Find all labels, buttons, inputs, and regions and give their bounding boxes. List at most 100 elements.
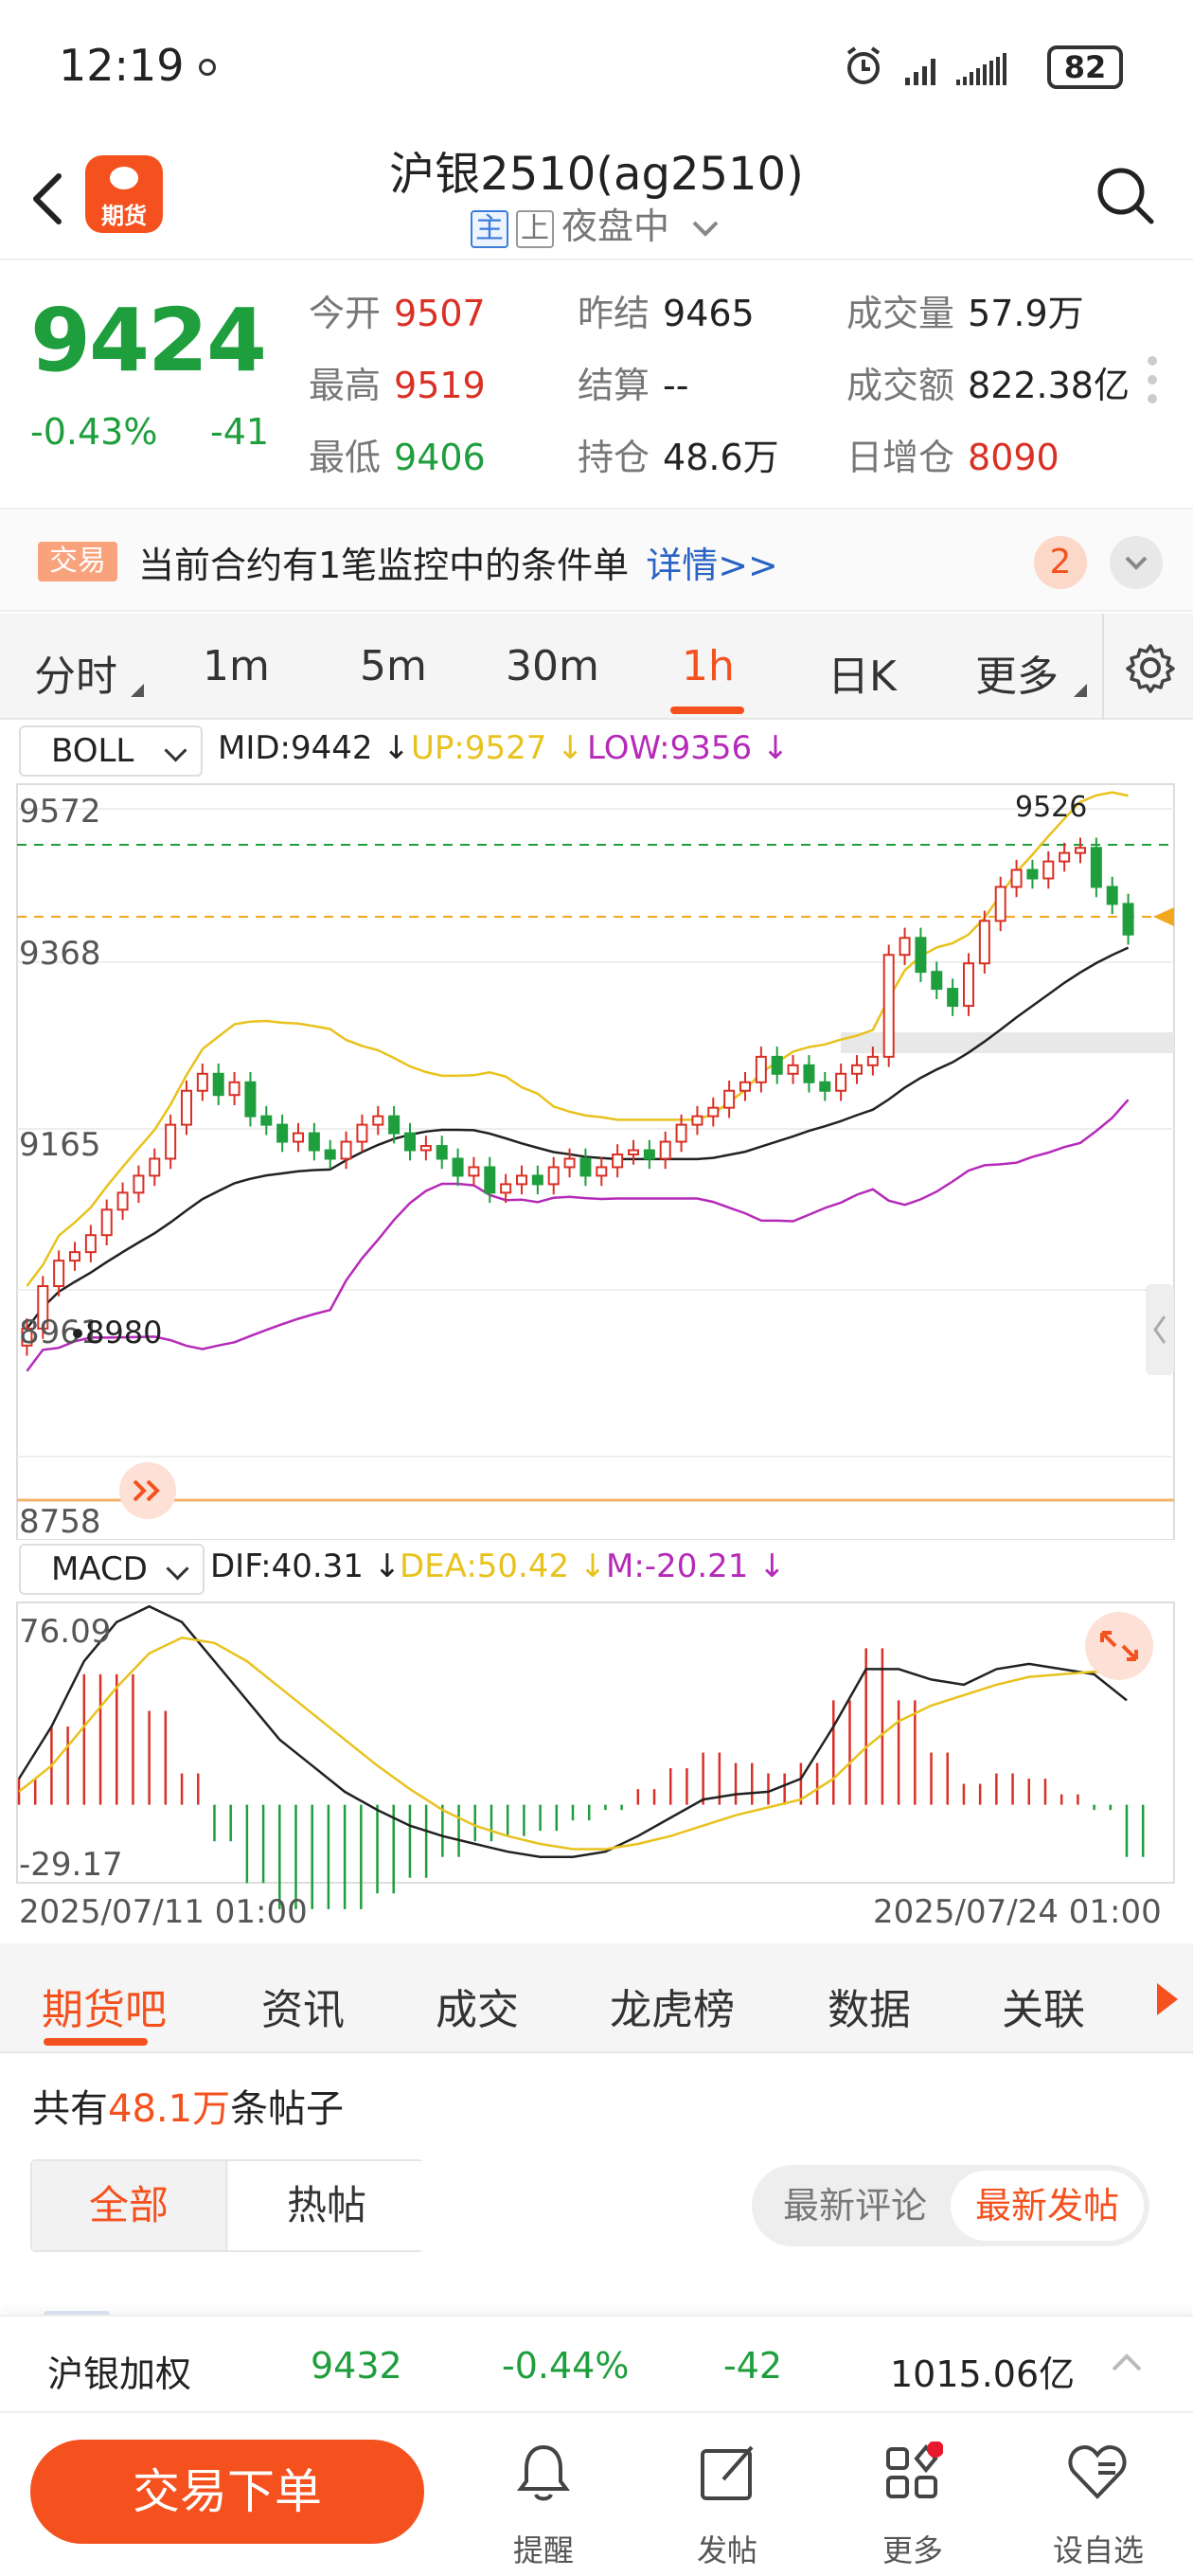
candle-body [1122,903,1134,936]
gear-icon [1126,644,1175,693]
tab-rankings[interactable]: 龙虎榜 [610,1986,735,2034]
candle-body [388,1115,401,1135]
bell-icon[interactable] [515,2442,572,2504]
candle-body [659,1140,671,1160]
trade-tag: 交易 [38,542,117,581]
remind-label[interactable]: 提醒 [512,2532,574,2568]
candle-body [372,1115,384,1126]
candle-body [1026,868,1039,880]
grid-apps-icon[interactable] [882,2442,943,2504]
double-chevron-icon [133,1479,160,1502]
contract-title: 沪银2510(ag2510) [389,148,804,201]
candle-body [500,1183,512,1194]
high-marker: 9526 [1015,791,1087,824]
date-start: 2025/07/11 01:00 [19,1893,308,1931]
sort-latest-post[interactable]: 最新发帖 [951,2171,1144,2241]
candle-body [452,1157,464,1177]
candle-body [69,1251,80,1262]
chevron-down-icon [1125,556,1148,570]
macd-indicator-bar: MACD DIF:40.31 ↓ DEA:50.42 ↓ M:-20.21 ↓ [0,1540,1193,1601]
active-tab-indicator [670,707,744,714]
change-amount: -41 [210,411,270,453]
candle-body [915,937,927,974]
tab-daily-k[interactable]: 日K [828,653,897,701]
expand-button[interactable] [1110,536,1163,589]
main-indicator-select[interactable]: BOLL [19,725,203,777]
post-count: 共有48.1万条帖子 [32,2087,345,2131]
low-field: 最低 9406 [309,437,486,478]
candle-body [1059,851,1071,863]
filter-all[interactable]: 全部 [32,2161,227,2250]
tab-1m[interactable]: 1m [203,642,270,690]
corner-triangle-icon [131,684,144,697]
candle-body [116,1191,129,1211]
scroll-right-icon[interactable] [1157,1983,1178,2015]
last-price: 9424 [30,290,267,391]
tab-5m[interactable]: 5m [360,642,427,690]
candle-body [419,1145,432,1152]
macd-min-label: -29.17 [19,1846,123,1884]
candle-body [1075,847,1086,854]
candle-body [436,1145,448,1160]
candle-body [691,1115,703,1126]
tab-1h[interactable]: 1h [682,642,735,690]
search-icon[interactable] [1095,165,1155,225]
candle-body [643,1149,655,1160]
macd-chart[interactable]: 76.09 -29.17 2025/07/11 01:00 2025/07/24… [0,1601,1193,1943]
boll-up-line [26,791,1129,1287]
oi-change-field: 日增仓 8090 [846,437,1059,478]
prev-settle-field: 昨结 9465 [578,293,755,334]
candle-body [1010,868,1023,888]
tab-trades[interactable]: 成交 [436,1986,519,2034]
edit-icon[interactable] [697,2442,757,2504]
sub-indicator-select[interactable]: MACD [19,1544,205,1595]
weighted-index-quote[interactable]: 沪银加权 9432 -0.44% -42 1015.06亿 [0,2315,1193,2413]
post-label[interactable]: 发帖 [696,2532,757,2568]
heart-add-icon[interactable] [1066,2442,1129,2504]
tab-30m[interactable]: 30m [506,642,599,690]
session-selector[interactable]: 主上夜盘中 [0,197,1193,249]
chart-settings-button[interactable] [1102,614,1193,720]
macd-max-label: 76.09 [19,1613,111,1651]
status-time: 12:19 [59,40,185,91]
y-tick-2: 9368 [19,935,101,973]
tab-futures-forum[interactable]: 期货吧 [42,1986,167,2034]
tab-more[interactable]: 更多 [975,653,1059,701]
conditional-order-notice[interactable]: 交易 当前合约有1笔监控中的条件单 详情>> 2 [0,510,1193,612]
candle-body [404,1132,416,1152]
quote-panel: 9424 -0.43% -41 今开 9507 最高 9519 最低 9406 昨结 9… [0,261,1193,510]
more-dots-icon[interactable] [1148,356,1157,413]
tab-timeshare[interactable]: 分时 [34,653,117,701]
fullscreen-button[interactable] [1085,1612,1153,1680]
candle-body [228,1081,240,1097]
y-tick-4: 8961 [19,1314,101,1351]
candle-body [851,1064,863,1075]
tab-related[interactable]: 关联 [1002,1986,1085,2034]
candle-body [947,988,959,1008]
y-tick-1: 9572 [19,793,101,831]
trade-order-button[interactable]: 交易下单 [30,2440,424,2544]
candle-body [21,1327,33,1347]
chevron-up-icon[interactable] [1110,2349,1144,2377]
candle-body [53,1260,65,1288]
more-label[interactable]: 更多 [881,2532,943,2568]
back-icon[interactable] [28,170,66,227]
tab-news[interactable]: 资讯 [261,1986,345,2034]
tab-data[interactable]: 数据 [828,1986,911,2034]
candle-body [739,1081,751,1092]
details-link[interactable]: 详情>> [646,545,778,586]
active-tab-indicator [44,2038,148,2046]
candle-body [771,1055,783,1075]
boll-up-value: UP:9527 ↓ [411,729,584,767]
sort-latest-comment[interactable]: 最新评论 [782,2185,927,2227]
candle-body [133,1174,145,1194]
candle-body [803,1064,815,1083]
low-marker: 8980 [85,1315,162,1351]
side-drawer-handle[interactable] [1146,1284,1174,1375]
candlestick-chart[interactable]: 9572 9368 9165 8961 8758 8980 9526 [0,782,1193,1540]
content-tabs: 期货吧 资讯 成交 龙虎榜 数据 关联 [0,1943,1193,2053]
candle-body [84,1234,97,1254]
filter-hot[interactable]: 热帖 [229,2161,424,2250]
watchlist-label[interactable]: 设自选 [1052,2532,1144,2568]
scroll-left-button[interactable] [119,1462,176,1519]
